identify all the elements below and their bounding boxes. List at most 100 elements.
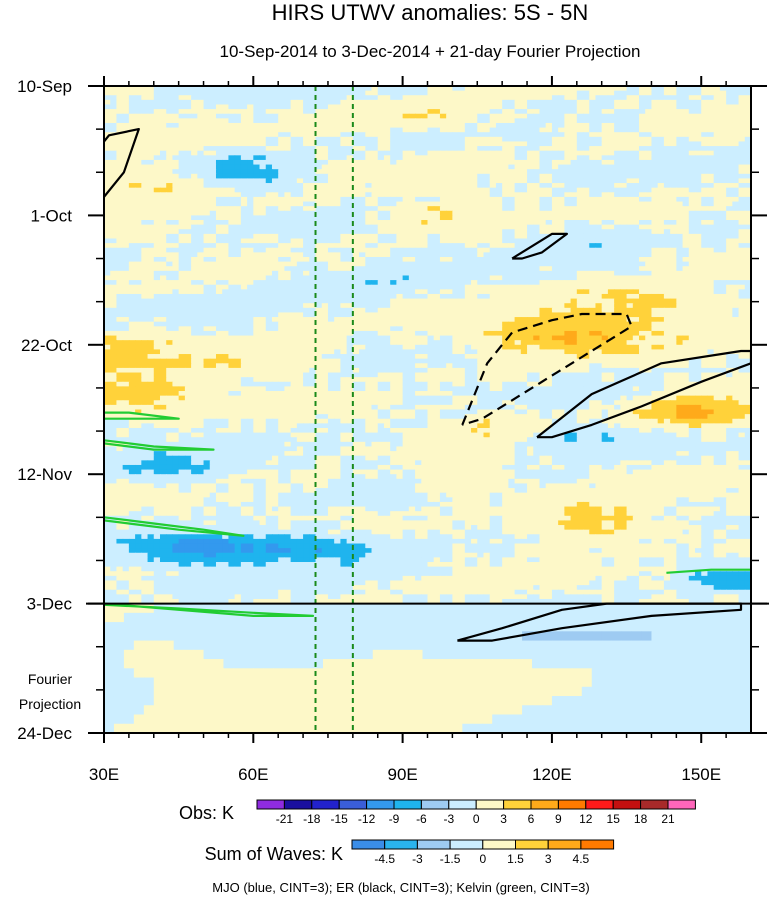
heat-cell <box>240 146 248 152</box>
heat-cell <box>695 201 702 207</box>
heat-cell <box>533 243 541 249</box>
heat-cell <box>657 127 665 133</box>
heat-cell <box>271 256 279 263</box>
heat-cell <box>539 210 547 216</box>
heat-cell <box>408 266 416 272</box>
heat-cell <box>533 192 541 198</box>
heat-cell <box>477 169 485 175</box>
heat-cell <box>141 127 149 133</box>
heat-cell <box>166 104 174 110</box>
heat-cell <box>632 196 640 203</box>
heat-cell <box>110 99 118 106</box>
heat-cell <box>527 201 534 207</box>
heat-cell <box>564 95 572 101</box>
heat-cell <box>732 146 740 152</box>
heat-cell <box>327 233 335 240</box>
heat-cell <box>153 238 161 244</box>
heat-cell <box>439 141 447 147</box>
heat-cell <box>558 270 565 277</box>
heat-cell <box>346 280 354 286</box>
heat-cell <box>551 150 559 156</box>
heat-cell <box>514 201 522 207</box>
heat-cell <box>315 132 323 138</box>
heat-cell <box>545 303 553 309</box>
heat-cell <box>707 201 715 207</box>
heat-cell <box>726 150 733 156</box>
heat-cell <box>247 122 254 129</box>
heat-cell <box>483 90 491 96</box>
heat-cell <box>383 155 391 161</box>
heat-cell <box>346 261 354 267</box>
heat-cell <box>383 192 391 198</box>
heat-cell <box>253 220 261 226</box>
heat-cell <box>365 220 373 226</box>
heat-cell <box>570 104 578 110</box>
heat-cell <box>583 141 590 147</box>
heat-cell <box>595 224 603 230</box>
heat-cell <box>340 183 348 189</box>
heat-cell <box>514 284 522 290</box>
heat-cell <box>334 118 341 124</box>
heat-cell <box>427 238 435 244</box>
heat-cell <box>383 233 391 240</box>
heat-cell <box>191 118 198 124</box>
heat-cell <box>626 247 634 253</box>
heat-cell <box>290 229 298 235</box>
heat-cell <box>645 169 653 175</box>
heat-cell <box>172 206 180 212</box>
heat-cell <box>346 183 354 189</box>
heat-cell <box>191 270 198 277</box>
heat-cell <box>159 187 167 193</box>
heat-cell <box>415 303 422 309</box>
heat-cell <box>247 127 254 133</box>
heat-cell <box>645 183 653 189</box>
heat-cell <box>415 192 422 198</box>
heat-cell <box>489 141 497 147</box>
heat-cell <box>122 169 130 175</box>
heat-cell <box>247 247 254 253</box>
heat-cell <box>415 136 422 143</box>
heat-cell <box>365 256 373 263</box>
heat-cell <box>483 99 491 106</box>
heat-cell <box>701 99 709 106</box>
heat-cell <box>390 109 397 115</box>
heat-cell <box>209 247 217 253</box>
heat-cell <box>396 99 404 106</box>
heat-cell <box>589 113 597 119</box>
heat-cell <box>595 238 603 244</box>
heat-cell <box>234 127 242 133</box>
heat-cell <box>433 109 441 115</box>
heat-cell <box>222 289 230 295</box>
heat-cell <box>620 150 628 156</box>
heat-cell <box>744 178 751 184</box>
heat-cell <box>303 289 310 295</box>
heat-cell <box>539 104 547 110</box>
heat-cell <box>514 95 522 101</box>
heat-cell <box>533 136 541 143</box>
heat-cell <box>514 178 522 184</box>
heat-cell <box>551 132 559 138</box>
heat-cell <box>626 298 634 304</box>
heat-cell <box>203 196 211 203</box>
heat-cell <box>595 141 603 147</box>
heat-cell <box>209 90 217 96</box>
heat-cell <box>296 122 304 129</box>
heat-cell <box>732 104 740 110</box>
heat-cell <box>607 95 615 101</box>
heat-cell <box>464 136 472 143</box>
heat-cell <box>303 201 310 207</box>
heat-cell <box>732 183 740 189</box>
heat-cell <box>713 275 721 281</box>
heat-cell <box>626 289 634 295</box>
heat-cell <box>576 238 584 244</box>
heat-cell <box>104 284 111 290</box>
heat-cell <box>178 159 186 166</box>
heat-cell <box>415 118 422 124</box>
heat-cell <box>371 229 379 235</box>
heat-cell <box>265 275 273 281</box>
heat-cell <box>726 178 733 184</box>
heat-cell <box>365 187 373 193</box>
heat-cell <box>371 256 379 263</box>
heat-cell <box>315 141 323 147</box>
heat-cell <box>396 229 404 235</box>
